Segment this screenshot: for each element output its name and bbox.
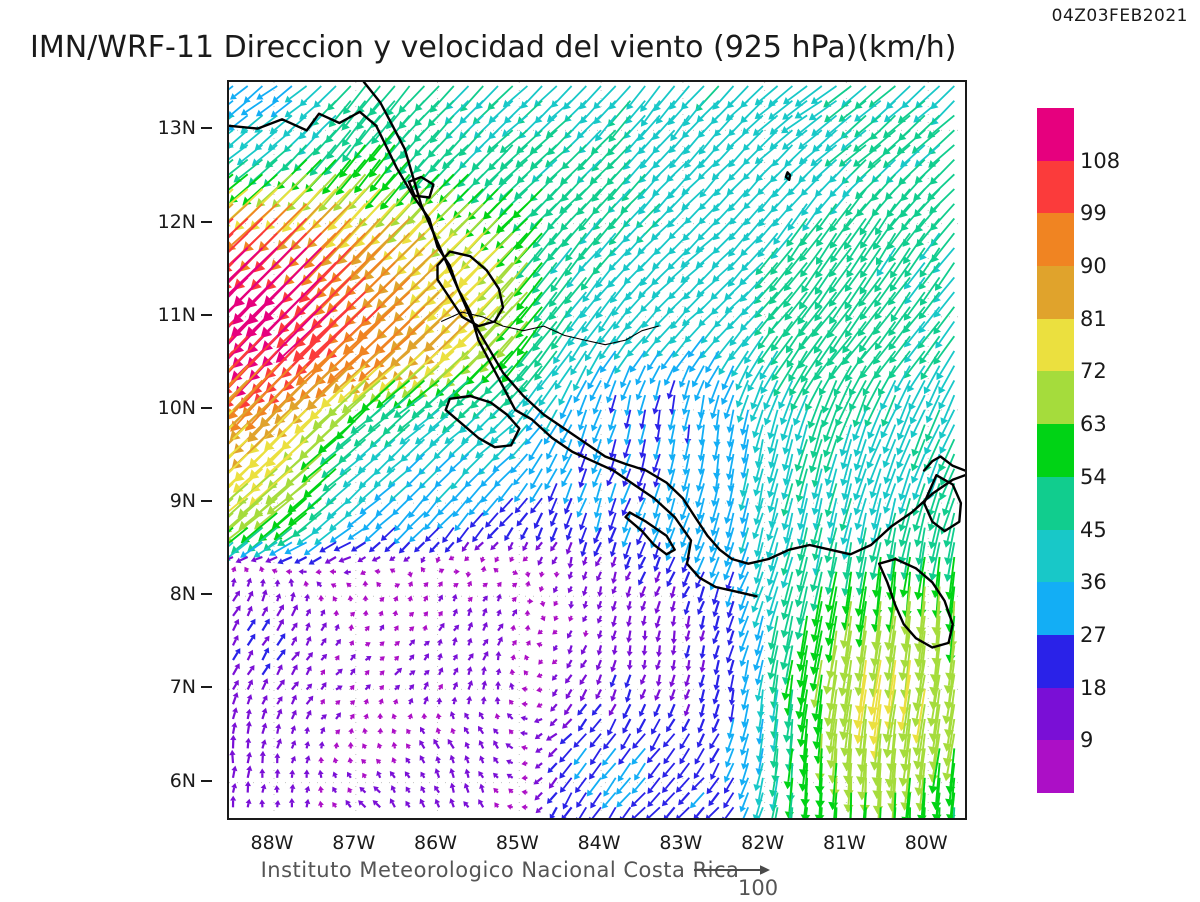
latitude-tick-mark xyxy=(201,780,212,782)
colorbar-band xyxy=(1037,477,1074,530)
latitude-tick-label: 11N xyxy=(158,304,196,326)
latitude-tick-mark xyxy=(201,221,212,223)
map-plot-area[interactable] xyxy=(227,80,967,820)
longitude-tick-label: 87W xyxy=(332,832,375,854)
footer-caption: Instituto Meteorologico Nacional Costa R… xyxy=(0,858,1000,882)
latitude-tick-label: 10N xyxy=(158,397,196,419)
colorbar-tick-label: 99 xyxy=(1080,201,1107,225)
longitude-tick-label: 80W xyxy=(905,832,948,854)
colorbar-band xyxy=(1037,213,1074,266)
latitude-tick-mark xyxy=(201,314,212,316)
longitude-tick-label: 81W xyxy=(823,832,866,854)
colorbar-band xyxy=(1037,161,1074,214)
colorbar-tick-label: 72 xyxy=(1080,359,1107,383)
colorbar-band xyxy=(1037,424,1074,477)
longitude-tick-label: 83W xyxy=(659,832,702,854)
latitude-axis: 13N 12N 11N 10N 9N 8N 7N 6N xyxy=(150,80,212,820)
colorbar-labels: 108 99 90 81 72 63 54 45 36 27 18 9 xyxy=(1080,108,1190,793)
colorbar-tick-label: 54 xyxy=(1080,465,1107,489)
wind-vector-field xyxy=(229,82,965,818)
latitude-tick-mark xyxy=(201,500,212,502)
colorbar-band xyxy=(1037,108,1074,161)
colorbar-scale xyxy=(1037,108,1074,793)
latitude-tick-label: 8N xyxy=(170,583,196,605)
colorbar-band xyxy=(1037,688,1074,741)
colorbar-tick-label: 45 xyxy=(1080,518,1107,542)
latitude-tick-mark xyxy=(201,127,212,129)
colorbar-band xyxy=(1037,740,1074,793)
colorbar-tick-label: 18 xyxy=(1080,676,1107,700)
colorbar-band xyxy=(1037,635,1074,688)
longitude-tick-label: 85W xyxy=(496,832,539,854)
colorbar-tick-label: 36 xyxy=(1080,570,1107,594)
longitude-axis: 88W 87W 86W 85W 84W 83W 82W 81W 80W xyxy=(227,826,967,854)
longitude-tick-label: 84W xyxy=(578,832,621,854)
colorbar-tick-label: 63 xyxy=(1080,412,1107,436)
colorbar-band xyxy=(1037,530,1074,583)
date-stamp: 04Z03FEB2021 xyxy=(1052,6,1188,26)
colorbar-band xyxy=(1037,582,1074,635)
colorbar-tick-label: 90 xyxy=(1080,254,1107,278)
colorbar-band xyxy=(1037,319,1074,372)
colorbar-band xyxy=(1037,371,1074,424)
latitude-tick-mark xyxy=(201,593,212,595)
latitude-tick-label: 12N xyxy=(158,211,196,233)
latitude-tick-label: 13N xyxy=(158,117,196,139)
colorbar-tick-label: 27 xyxy=(1080,623,1107,647)
latitude-tick-mark xyxy=(201,686,212,688)
latitude-tick-label: 6N xyxy=(170,770,196,792)
longitude-tick-label: 82W xyxy=(741,832,784,854)
page-title: IMN/WRF-11 Direccion y velocidad del vie… xyxy=(30,30,956,65)
longitude-tick-label: 86W xyxy=(414,832,457,854)
latitude-tick-label: 7N xyxy=(170,676,196,698)
colorbar-band xyxy=(1037,266,1074,319)
colorbar-tick-label: 108 xyxy=(1080,149,1120,173)
latitude-tick-label: 9N xyxy=(170,490,196,512)
latitude-tick-mark xyxy=(201,407,212,409)
colorbar-tick-label: 9 xyxy=(1080,728,1093,752)
colorbar-tick-label: 81 xyxy=(1080,307,1107,331)
reference-vector-label: 100 xyxy=(738,876,778,900)
reference-vector: 100 xyxy=(690,862,810,902)
longitude-tick-label: 88W xyxy=(250,832,293,854)
